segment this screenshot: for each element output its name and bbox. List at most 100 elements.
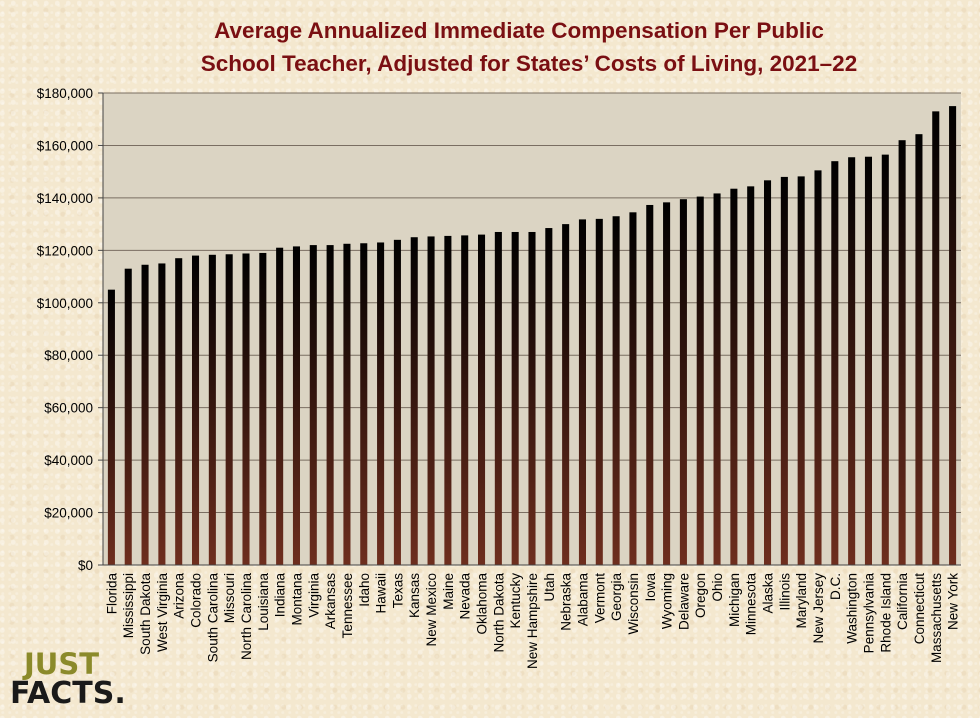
bar: Minnesota: [747, 186, 755, 565]
logo-facts-text: FACTS.: [10, 676, 126, 711]
x-tick-label: South Carolina: [205, 573, 220, 663]
x-tick-label: Indiana: [273, 573, 288, 618]
bar: Missouri: [225, 254, 233, 565]
bar: Hawaii: [377, 242, 385, 565]
bar: Kentucky: [511, 231, 519, 565]
bar: Delaware: [679, 199, 687, 565]
x-tick-label: Louisiana: [256, 573, 271, 631]
bar: Alabama: [578, 219, 587, 565]
bars: Florida Mississippi South Dakota West Virgi…: [107, 106, 957, 566]
x-tick-label: Connecticut: [912, 573, 927, 645]
x-tick-label: Wisconsin: [626, 573, 641, 635]
chart-title-line-1: Average Annualized Immediate Compensatio…: [214, 18, 824, 43]
y-tick-label: $180,000: [37, 86, 93, 101]
x-tick-label: Florida: [104, 573, 119, 615]
bar: Nevada: [461, 235, 469, 566]
x-tick-label: Washington: [845, 573, 860, 644]
x-tick-label: Montana: [289, 573, 304, 626]
bar: North Carolina: [242, 253, 250, 566]
bar: Louisiana: [259, 252, 267, 565]
x-tick-label: Vermont: [592, 573, 607, 624]
just-facts-logo: JUST FACTS.: [10, 647, 126, 711]
x-tick-label: Alaska: [761, 573, 776, 614]
x-tick-label: Nevada: [458, 573, 473, 620]
x-axis-tick-labels: Florida Mississippi South Dakota West Virgi…: [104, 573, 960, 670]
bar: North Dakota: [494, 231, 502, 565]
bar: Arkansas: [326, 245, 334, 566]
bar: Nebraska: [562, 224, 570, 565]
x-tick-label: Illinois: [777, 573, 792, 611]
x-tick-label: North Carolina: [239, 573, 254, 661]
x-tick-label: West Virginia: [155, 573, 170, 653]
bar: New York: [949, 106, 957, 565]
bar: Georgia: [612, 216, 620, 565]
x-tick-label: Pennsylvania: [861, 573, 876, 654]
x-tick-label: Alabama: [575, 573, 590, 627]
y-tick-label: $100,000: [37, 296, 93, 311]
bar: Connecticut: [915, 134, 923, 565]
y-tick-label: $80,000: [44, 348, 93, 363]
y-tick-label: $0: [78, 558, 93, 573]
bar: Alaska: [763, 180, 772, 565]
x-tick-label: Tennessee: [340, 573, 355, 638]
x-tick-label: Rhode Island: [878, 573, 893, 653]
y-tick-label: $60,000: [44, 401, 93, 416]
x-tick-label: California: [895, 573, 910, 631]
x-tick-label: Delaware: [676, 573, 691, 630]
x-tick-label: Ohio: [710, 573, 725, 602]
x-tick-label: South Dakota: [138, 573, 153, 655]
bar: New Hampshire: [528, 231, 536, 565]
x-tick-label: New York: [946, 573, 961, 630]
chart-title-line-2: School Teacher, Adjusted for States’ Cos…: [201, 51, 857, 76]
x-tick-label: Kansas: [407, 573, 422, 618]
bar: Oregon: [696, 196, 704, 566]
bar: Maine: [444, 235, 452, 565]
x-tick-label: North Dakota: [491, 573, 506, 653]
bar: Montana: [292, 246, 301, 565]
x-tick-label: Massachusetts: [929, 573, 944, 663]
x-tick-label: Minnesota: [744, 573, 759, 636]
x-tick-label: Utah: [542, 573, 557, 602]
y-axis-tick-labels: $0 $20,000 $40,000 $60,000 $80,000 $100,000 $1…: [37, 86, 103, 573]
x-tick-label: Maryland: [794, 573, 809, 629]
bar: Idaho: [360, 243, 368, 565]
x-tick-label: Nebraska: [559, 573, 574, 631]
bar: Maryland: [797, 176, 805, 566]
bar: Pennsylvania: [864, 156, 873, 565]
bar: Texas: [393, 239, 401, 565]
logo-just-text: JUST: [22, 647, 99, 681]
bar: California: [898, 140, 906, 565]
bar: Vermont: [595, 218, 603, 565]
bar: New Jersey: [814, 170, 822, 565]
x-tick-label: Michigan: [727, 573, 742, 627]
x-tick-label: Mississippi: [121, 573, 136, 638]
bar: Oklahoma: [477, 234, 486, 565]
bar: Utah: [545, 228, 553, 566]
x-tick-label: Missouri: [222, 573, 237, 623]
bar: New Mexico: [427, 236, 435, 566]
bar: West Virginia: [158, 263, 166, 565]
x-tick-label: Georgia: [609, 573, 624, 622]
y-tick-label: $120,000: [37, 243, 93, 258]
bar: South Dakota: [141, 264, 149, 565]
bar: Florida: [107, 289, 115, 565]
bar: Kansas: [410, 237, 418, 565]
bar: Michigan: [730, 188, 738, 565]
x-tick-label: Oregon: [693, 573, 708, 618]
x-tick-label: Iowa: [643, 573, 658, 602]
bar: Colorado: [191, 255, 200, 566]
x-tick-label: New Mexico: [424, 573, 439, 647]
x-tick-label: New Jersey: [811, 573, 826, 644]
x-tick-label: Idaho: [357, 573, 372, 607]
bar: Mississippi: [124, 268, 132, 565]
y-tick-label: $40,000: [44, 453, 93, 468]
x-tick-label: Hawaii: [374, 573, 389, 614]
y-tick-label: $140,000: [37, 191, 93, 206]
bar: Wisconsin: [629, 212, 637, 566]
x-tick-label: Arizona: [172, 573, 187, 619]
x-tick-label: Texas: [390, 573, 405, 609]
x-tick-label: Wyoming: [660, 573, 675, 629]
bar: South Carolina: [208, 254, 216, 565]
bar: Ohio: [713, 193, 721, 566]
